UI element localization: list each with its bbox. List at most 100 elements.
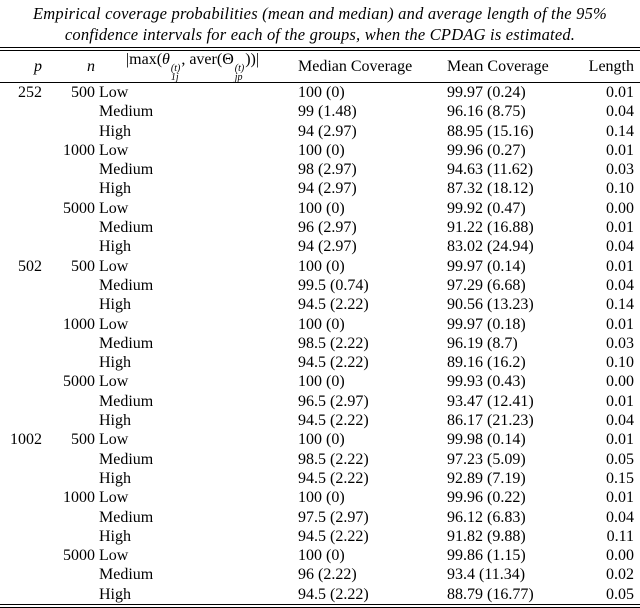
cell-n xyxy=(42,585,95,606)
cell-n: 1000 xyxy=(63,315,95,333)
cell-n xyxy=(42,218,95,237)
math-Theta-subscript: jp xyxy=(234,72,243,83)
table-row: Medium 96.5 (2.97) 93.47 (12.41) 0.01 xyxy=(0,392,640,411)
cell-median-coverage: 94 (2.97) xyxy=(298,180,357,198)
cell-n xyxy=(42,276,95,295)
cell-group: High xyxy=(99,180,131,198)
cell-median-coverage: 100 (0) xyxy=(298,431,345,449)
math-theta-symbol: θ xyxy=(162,51,170,68)
cell-mean-coverage: 99.96 (0.27) xyxy=(447,141,526,159)
table-row: 1002 500 Low 100 (0) 99.98 (0.14) 0.01 xyxy=(0,430,640,449)
cell-length: 0.05 xyxy=(606,585,634,603)
cell-n xyxy=(42,508,95,527)
math-theta-subscript: 1j xyxy=(170,72,179,83)
cell-length: 0.04 xyxy=(606,276,634,294)
table-row: 1000 Low 100 (0) 99.96 (0.27) 0.01 xyxy=(0,141,640,160)
cell-n: 500 xyxy=(71,257,95,275)
table-row: Medium 99 (1.48) 96.16 (8.75) 0.04 xyxy=(0,102,640,121)
cell-mean-coverage: 99.92 (0.47) xyxy=(447,199,526,217)
table-row: 5000 Low 100 (0) 99.93 (0.43) 0.00 xyxy=(0,372,640,391)
table-row: High 94 (2.97) 87.32 (18.12) 0.10 xyxy=(0,179,640,198)
cell-length: 0.00 xyxy=(606,373,634,391)
cell-mean-coverage: 91.22 (16.88) xyxy=(447,219,534,237)
math-Theta-symbol: Θ xyxy=(222,51,234,68)
cell-length: 0.01 xyxy=(606,84,634,101)
table-row: High 94.5 (2.22) 88.79 (16.77) 0.05 xyxy=(0,585,640,606)
cell-group: Medium xyxy=(99,276,154,294)
cell-p: 502 xyxy=(18,257,42,275)
math-close: ))| xyxy=(245,51,260,68)
table-row: High 94.5 (2.22) 86.17 (21.23) 0.04 xyxy=(0,411,640,430)
cell-length: 0.01 xyxy=(606,489,634,507)
cell-length: 0.15 xyxy=(606,469,634,487)
cell-p xyxy=(0,565,42,584)
cell-length: 0.04 xyxy=(606,103,634,121)
cell-p xyxy=(0,199,42,218)
cell-p xyxy=(0,334,42,353)
cell-length: 0.04 xyxy=(606,412,634,430)
cell-median-coverage: 100 (0) xyxy=(298,141,345,159)
cell-mean-coverage: 93.47 (12.41) xyxy=(447,392,534,410)
cell-mean-coverage: 92.89 (7.19) xyxy=(447,469,526,487)
math-theta-superscript: (t) xyxy=(170,63,181,74)
cell-group: High xyxy=(99,354,131,372)
table-header-row: p n |max(θ (t) 1j, aver(Θ (t) jp))| Median C… xyxy=(0,49,640,83)
cell-p xyxy=(0,488,42,507)
cell-p xyxy=(0,546,42,565)
table-row: Medium 97.5 (2.97) 96.12 (6.83) 0.04 xyxy=(0,508,640,527)
cell-length: 0.00 xyxy=(606,547,634,565)
column-header-length: Length xyxy=(588,57,634,75)
cell-median-coverage: 99.5 (0.74) xyxy=(298,276,369,294)
cell-mean-coverage: 99.97 (0.14) xyxy=(447,257,526,275)
cell-length: 0.01 xyxy=(606,392,634,410)
cell-group: Medium xyxy=(99,450,154,468)
cell-median-coverage: 100 (0) xyxy=(298,547,345,565)
cell-n xyxy=(42,450,95,469)
coverage-table: p n |max(θ (t) 1j, aver(Θ (t) jp))| Median C… xyxy=(0,47,640,608)
cell-median-coverage: 94 (2.97) xyxy=(298,122,357,140)
cell-n xyxy=(42,160,95,179)
cell-length: 0.03 xyxy=(606,161,634,179)
cell-mean-coverage: 97.29 (6.68) xyxy=(447,276,526,294)
math-open: |max( xyxy=(125,51,163,68)
cell-p xyxy=(0,508,42,527)
cell-group: High xyxy=(99,296,131,314)
table-row: 5000 Low 100 (0) 99.86 (1.15) 0.00 xyxy=(0,546,640,565)
cell-p xyxy=(0,160,42,179)
cell-mean-coverage: 99.96 (0.22) xyxy=(447,489,526,507)
cell-median-coverage: 100 (0) xyxy=(298,257,345,275)
table-row: Medium 98.5 (2.22) 97.23 (5.09) 0.05 xyxy=(0,450,640,469)
cell-n xyxy=(42,122,95,141)
cell-p xyxy=(0,450,42,469)
table-row: High 94.5 (2.22) 89.16 (16.2) 0.10 xyxy=(0,353,640,372)
cell-length: 0.04 xyxy=(606,508,634,526)
table-row: High 94.5 (2.22) 90.56 (13.23) 0.14 xyxy=(0,295,640,314)
cell-group: Medium xyxy=(99,103,154,121)
cell-length: 0.00 xyxy=(606,199,634,217)
cell-mean-coverage: 87.32 (18.12) xyxy=(447,180,534,198)
cell-p xyxy=(0,527,42,546)
cell-group: Low xyxy=(99,315,129,333)
cell-median-coverage: 94.5 (2.22) xyxy=(298,469,369,487)
math-theta-scripts: (t) 1j xyxy=(170,63,181,83)
cell-mean-coverage: 94.63 (11.62) xyxy=(447,161,534,179)
cell-mean-coverage: 99.86 (1.15) xyxy=(447,547,526,565)
cell-group: Medium xyxy=(99,334,154,352)
cell-n xyxy=(42,237,95,256)
cell-n xyxy=(42,102,95,121)
table-row: High 94 (2.97) 88.95 (15.16) 0.14 xyxy=(0,122,640,141)
cell-n: 5000 xyxy=(63,199,95,217)
cell-median-coverage: 98.5 (2.22) xyxy=(298,450,369,468)
column-header-median-coverage: Median Coverage xyxy=(298,57,413,75)
cell-p xyxy=(0,102,42,121)
cell-p xyxy=(0,122,42,141)
cell-p xyxy=(0,315,42,334)
cell-median-coverage: 100 (0) xyxy=(298,84,345,101)
cell-median-coverage: 100 (0) xyxy=(298,199,345,217)
table-body: 252 500 Low 100 (0) 99.97 (0.24) 0.01 Me… xyxy=(0,83,640,607)
cell-n xyxy=(42,392,95,411)
cell-mean-coverage: 99.93 (0.43) xyxy=(447,373,526,391)
cell-p xyxy=(0,392,42,411)
cell-mean-coverage: 96.12 (6.83) xyxy=(447,508,526,526)
cell-median-coverage: 96 (2.22) xyxy=(298,566,357,584)
